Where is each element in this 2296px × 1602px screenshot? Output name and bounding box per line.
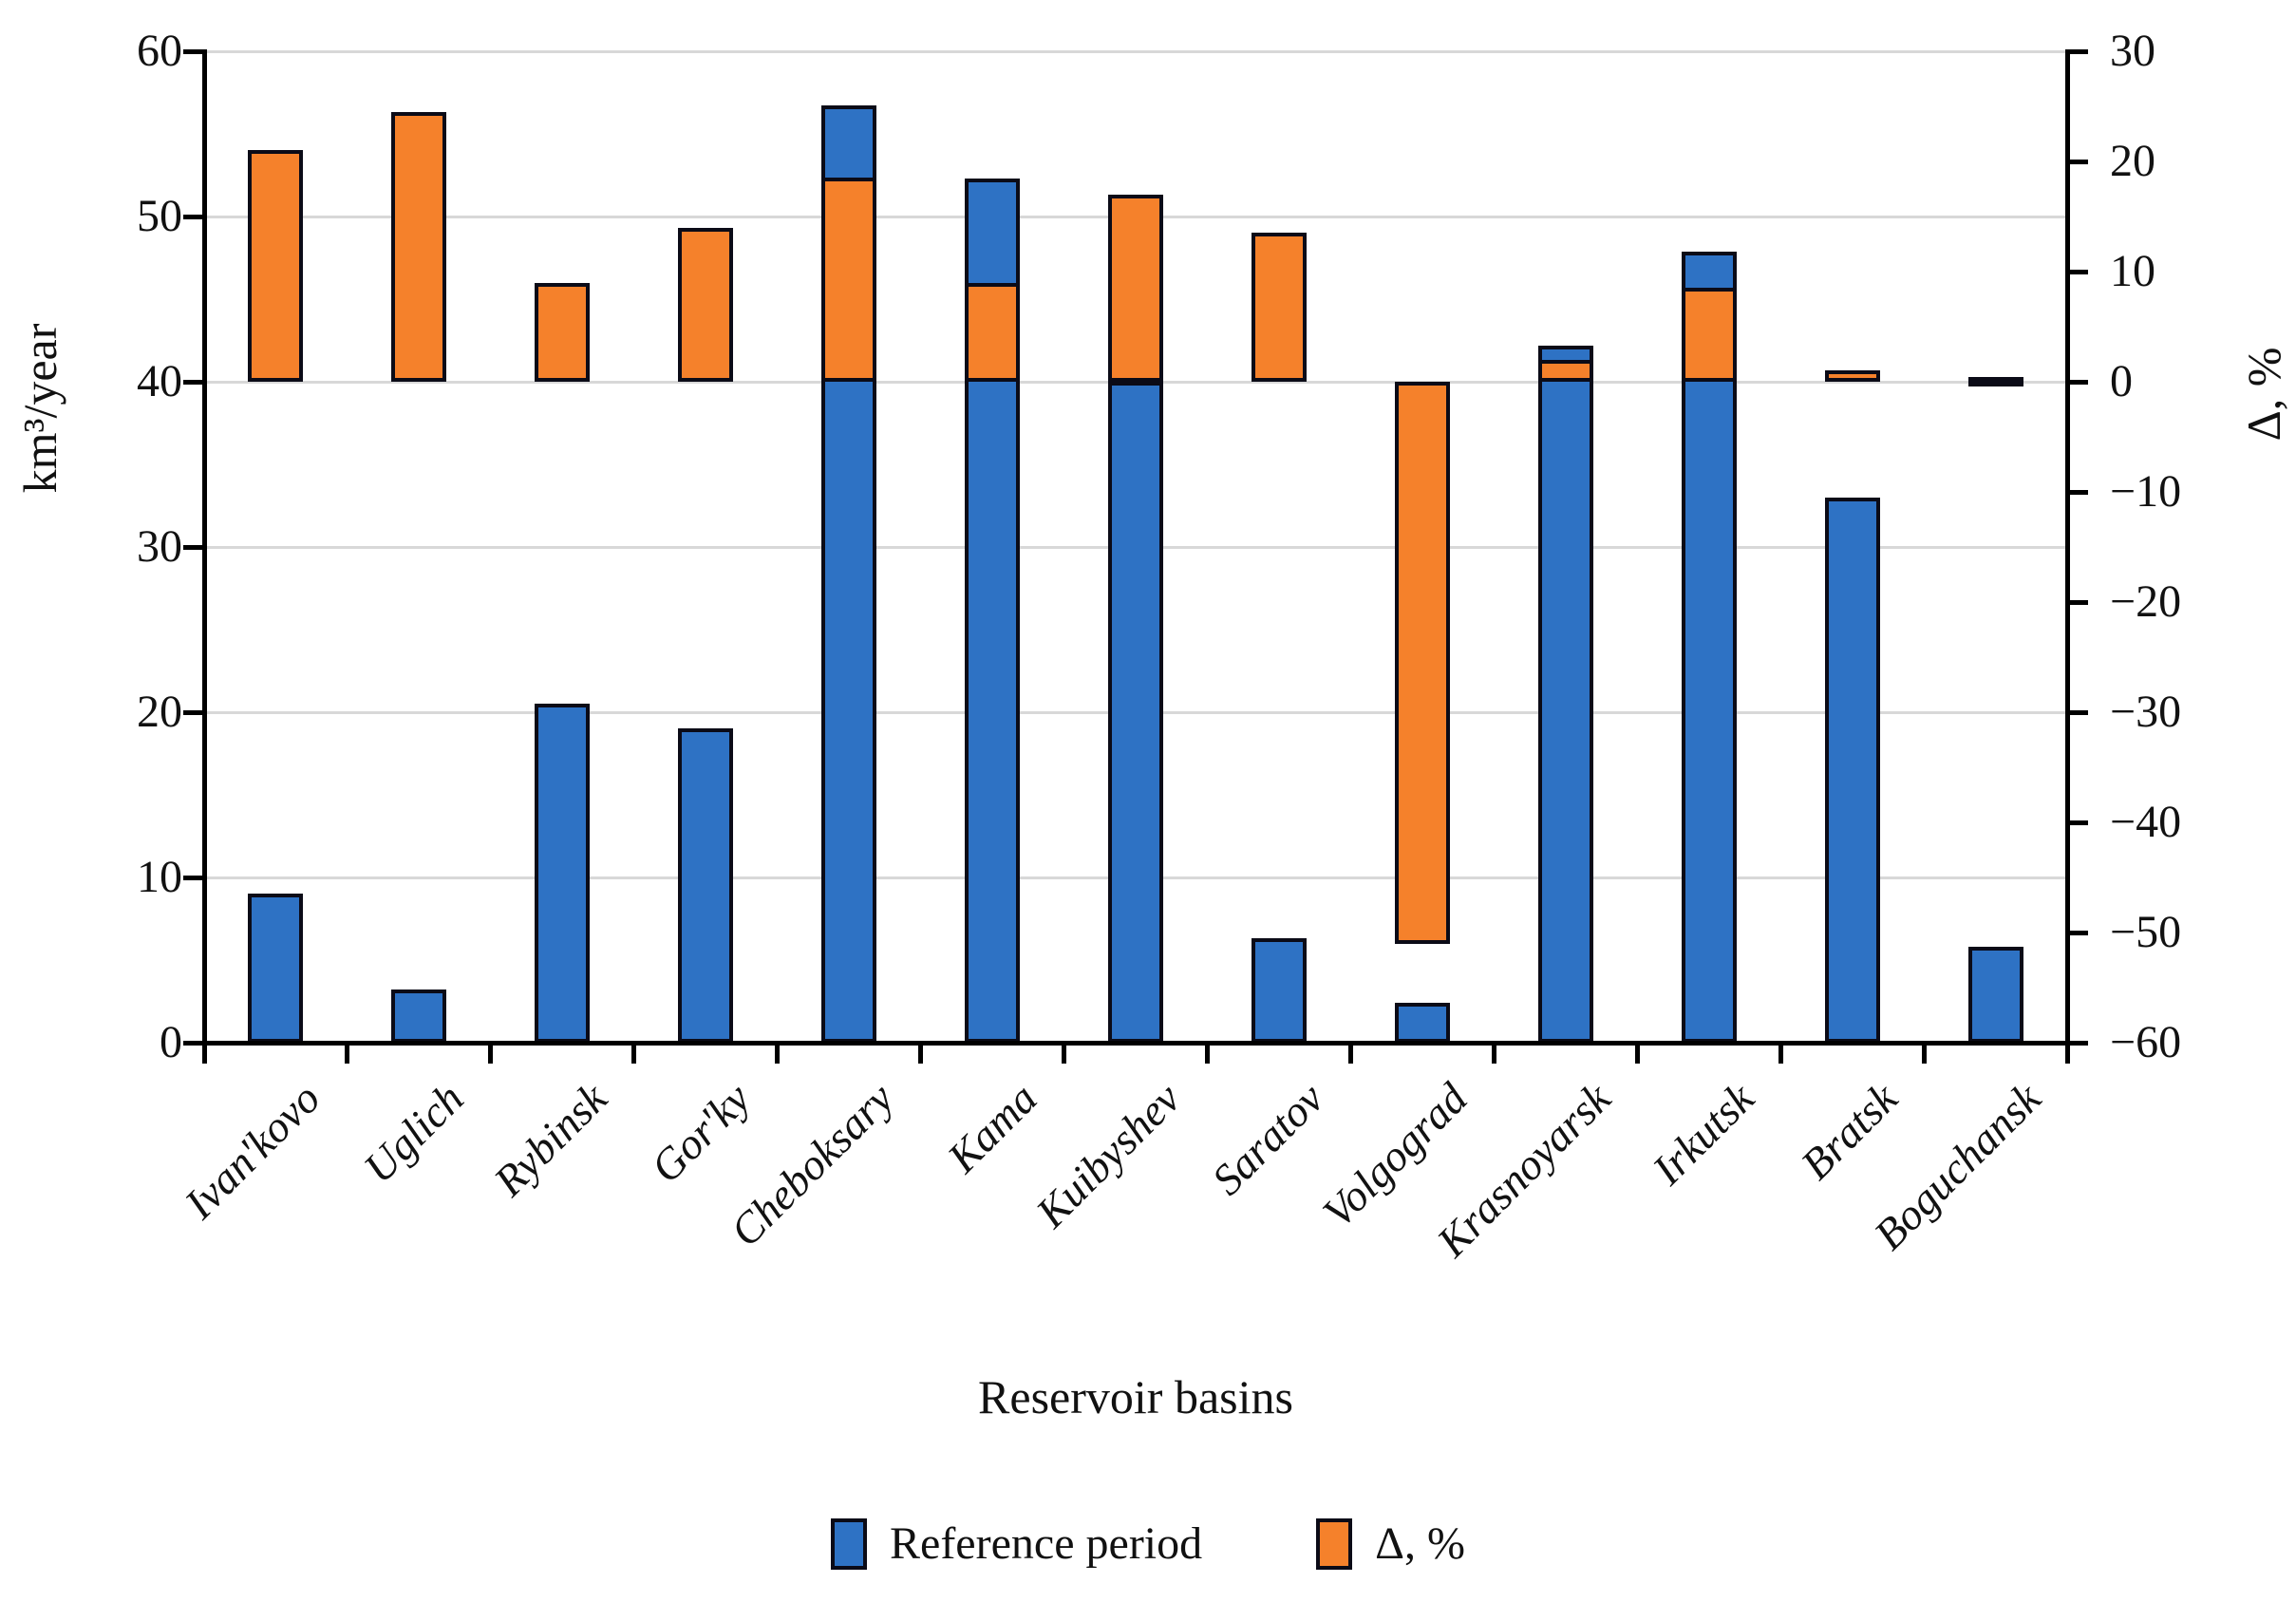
bar-reference-krasnoyarsk [1537,345,1593,1043]
x-category-label-gorky: Gor'ky [641,1073,760,1193]
y-right-tick--30 [2067,709,2088,715]
bar-delta-rybinsk [535,282,591,382]
y-left-tick-label: 60 [137,26,182,76]
x-category-label-irkutsk: Irkutsk [1643,1073,1763,1195]
bar-delta-bratsk [1824,370,1880,382]
x-axis-tick-13 [2064,1043,2070,1064]
x-category-label-saratov: Saratov [1202,1073,1333,1204]
y-right-tick--60 [2067,1040,2088,1046]
bar-delta-cheboksary [821,178,877,382]
legend-label: Reference period [890,1518,1203,1569]
x-axis-line [202,1041,2069,1046]
x-axis-tick-11 [1778,1043,1783,1064]
bar-reference-kuibyshev [1108,382,1163,1043]
legend-swatch [831,1517,867,1570]
legend-label: Δ, % [1375,1518,1465,1569]
bar-reference-saratov [1251,938,1307,1043]
bar-reference-gorky [678,728,734,1043]
y-right-tick-label: 30 [2110,26,2155,76]
bar-delta-gorky [678,227,734,382]
y-right-tick-0 [2067,379,2088,385]
y-left-tick-30 [183,544,204,550]
legend-swatch [1316,1517,1353,1570]
left-axis-title: km³/year [13,323,66,494]
x-category-label-kuibyshev: Kuibyshev [1026,1073,1190,1237]
bar-delta-uglich [391,111,447,382]
y-right-tick-label: −20 [2110,576,2182,627]
y-right-tick-label: 20 [2110,136,2155,186]
y-left-tick-label: 0 [160,1017,182,1067]
y-right-tick--10 [2067,489,2088,495]
y-right-tick-10 [2067,269,2088,274]
x-axis-tick-6 [1062,1043,1067,1064]
y-right-tick-label: −30 [2110,687,2182,737]
bar-reference-uglich [391,989,447,1043]
x-axis-tick-4 [775,1043,781,1064]
x-category-label-ivankovo: Ivan'kovo [175,1073,330,1228]
y-right-tick-label: −50 [2110,907,2182,957]
y-right-tick--40 [2067,820,2088,825]
x-axis-title: Reservoir basins [978,1370,1293,1423]
y-left-tick-label: 10 [137,852,182,902]
bar-delta-irkutsk [1681,288,1737,382]
y-left-tick-0 [183,1040,204,1046]
x-axis-tick-9 [1491,1043,1496,1064]
y-right-tick-label: 0 [2110,356,2133,406]
legend-item: Δ, % [1316,1517,1465,1570]
bar-reference-volgograd [1394,1003,1450,1043]
bar-reference-ivankovo [248,894,304,1043]
x-axis-tick-7 [1204,1043,1210,1064]
y-right-tick-label: −10 [2110,466,2182,517]
y-left-tick-60 [183,48,204,54]
legend-item: Reference period [831,1517,1202,1570]
bar-reference-irkutsk [1681,251,1737,1043]
gridline-60 [204,49,2067,53]
x-axis-tick-3 [631,1043,637,1064]
bar-reference-boguchansk [1967,947,2023,1043]
bar-delta-volgograd [1394,382,1450,944]
y-right-tick-label: 10 [2110,246,2155,296]
y-right-tick--20 [2067,599,2088,605]
x-axis-tick-10 [1634,1043,1640,1064]
y-right-tick-20 [2067,159,2088,164]
bar-delta-kama [965,282,1021,382]
y-right-tick--50 [2067,930,2088,935]
bar-delta-zero-boguchansk [1967,377,2023,386]
x-axis-tick-8 [1347,1043,1353,1064]
bar-delta-ivankovo [248,150,304,382]
x-category-label-rybinsk: Rybinsk [484,1073,617,1206]
y-left-tick-label: 30 [137,521,182,572]
x-axis-tick-5 [918,1043,924,1064]
y-left-tick-50 [183,214,204,219]
x-axis-tick-0 [201,1043,207,1064]
bar-reference-bratsk [1824,497,1880,1043]
x-category-label-uglich: Uglich [354,1073,474,1193]
y-right-tick-30 [2067,48,2088,54]
y-left-tick-20 [183,709,204,715]
y-left-tick-label: 40 [137,356,182,406]
y-left-tick-label: 20 [137,687,182,737]
x-axis-tick-1 [345,1043,350,1064]
y-left-tick-40 [183,379,204,385]
bar-reference-rybinsk [535,704,591,1043]
chart-legend: Reference period Δ, % [0,1517,2296,1570]
x-category-label-bratsk: Bratsk [1791,1073,1907,1189]
x-axis-tick-2 [488,1043,494,1064]
bar-delta-krasnoyarsk [1537,359,1593,382]
y-right-tick-label: −40 [2110,797,2182,847]
y-axis-left-line [202,49,207,1045]
y-axis-right-line [2065,49,2070,1045]
x-axis-tick-12 [1921,1043,1927,1064]
y-right-tick-label: −60 [2110,1017,2182,1067]
x-category-label-kama: Kama [938,1073,1046,1182]
y-left-tick-10 [183,875,204,880]
y-left-tick-label: 50 [137,191,182,241]
bar-delta-saratov [1251,233,1307,382]
bar-delta-kuibyshev [1108,194,1163,382]
